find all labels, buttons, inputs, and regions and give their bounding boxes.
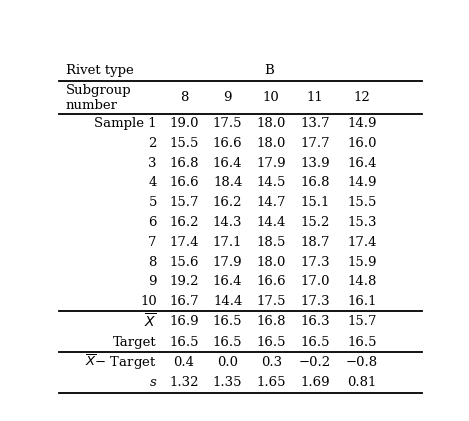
Text: 17.5: 17.5 [213, 117, 242, 130]
Text: 8: 8 [148, 256, 157, 269]
Text: 10: 10 [140, 295, 157, 308]
Text: 15.5: 15.5 [169, 137, 199, 150]
Text: 1.65: 1.65 [257, 376, 286, 389]
Text: 13.7: 13.7 [300, 117, 330, 130]
Text: 18.5: 18.5 [257, 236, 286, 249]
Text: 17.9: 17.9 [257, 157, 286, 170]
Text: 17.4: 17.4 [169, 236, 199, 249]
Text: 16.5: 16.5 [257, 336, 286, 349]
Text: 15.9: 15.9 [348, 256, 377, 269]
Text: 0.3: 0.3 [261, 356, 282, 369]
Text: Sample 1: Sample 1 [94, 117, 157, 130]
Text: 15.5: 15.5 [348, 196, 377, 209]
Text: 2: 2 [148, 137, 157, 150]
Text: 16.9: 16.9 [169, 315, 199, 328]
Text: 18.0: 18.0 [257, 117, 286, 130]
Text: 17.5: 17.5 [257, 295, 286, 308]
Text: 18.4: 18.4 [213, 176, 242, 189]
Text: 0.4: 0.4 [174, 356, 195, 369]
Text: $\overline{X}$− Target: $\overline{X}$− Target [85, 353, 157, 372]
Text: 16.5: 16.5 [213, 315, 242, 328]
Text: 0.0: 0.0 [217, 356, 238, 369]
Text: 3: 3 [148, 157, 157, 170]
Text: 18.0: 18.0 [257, 256, 286, 269]
Text: 16.2: 16.2 [169, 216, 199, 229]
Text: 16.6: 16.6 [257, 275, 286, 288]
Text: 14.8: 14.8 [348, 275, 377, 288]
Text: 18.0: 18.0 [257, 137, 286, 150]
Text: 15.1: 15.1 [300, 196, 330, 209]
Text: 14.5: 14.5 [257, 176, 286, 189]
Text: Target: Target [113, 336, 157, 349]
Text: 17.3: 17.3 [300, 295, 330, 308]
Text: 9: 9 [223, 91, 232, 104]
Text: 16.2: 16.2 [213, 196, 242, 209]
Text: 16.5: 16.5 [213, 336, 242, 349]
Text: 16.8: 16.8 [257, 315, 286, 328]
Text: 16.5: 16.5 [169, 336, 199, 349]
Text: 17.0: 17.0 [300, 275, 330, 288]
Text: 17.1: 17.1 [213, 236, 242, 249]
Text: 8: 8 [180, 91, 188, 104]
Text: 14.4: 14.4 [213, 295, 242, 308]
Text: 19.0: 19.0 [169, 117, 199, 130]
Text: 0.81: 0.81 [348, 376, 377, 389]
Text: 15.6: 15.6 [169, 256, 199, 269]
Text: s: s [150, 376, 157, 389]
Text: 14.4: 14.4 [257, 216, 286, 229]
Text: 19.2: 19.2 [169, 275, 199, 288]
Text: −0.2: −0.2 [299, 356, 331, 369]
Text: 16.7: 16.7 [169, 295, 199, 308]
Text: 18.7: 18.7 [300, 236, 330, 249]
Text: 16.5: 16.5 [348, 336, 377, 349]
Text: 10: 10 [263, 91, 280, 104]
Text: 14.3: 14.3 [213, 216, 242, 229]
Text: 17.3: 17.3 [300, 256, 330, 269]
Text: Subgroup
number: Subgroup number [66, 83, 131, 112]
Text: 13.9: 13.9 [300, 157, 330, 170]
Text: 16.6: 16.6 [169, 176, 199, 189]
Text: 9: 9 [148, 275, 157, 288]
Text: 1.32: 1.32 [169, 376, 199, 389]
Text: 1.69: 1.69 [300, 376, 330, 389]
Text: B: B [265, 64, 274, 77]
Text: 16.4: 16.4 [213, 275, 242, 288]
Text: 15.2: 15.2 [300, 216, 330, 229]
Text: 17.4: 17.4 [348, 236, 377, 249]
Text: 6: 6 [148, 216, 157, 229]
Text: 15.3: 15.3 [348, 216, 377, 229]
Text: Rivet type: Rivet type [66, 64, 134, 77]
Text: 7: 7 [148, 236, 157, 249]
Text: 14.7: 14.7 [257, 196, 286, 209]
Text: 15.7: 15.7 [348, 315, 377, 328]
Text: 17.9: 17.9 [213, 256, 242, 269]
Text: 16.8: 16.8 [300, 176, 330, 189]
Text: 16.0: 16.0 [348, 137, 377, 150]
Text: 17.7: 17.7 [300, 137, 330, 150]
Text: 11: 11 [307, 91, 323, 104]
Text: 16.6: 16.6 [213, 137, 242, 150]
Text: 16.8: 16.8 [169, 157, 199, 170]
Text: 16.3: 16.3 [300, 315, 330, 328]
Text: −0.8: −0.8 [346, 356, 378, 369]
Text: 15.7: 15.7 [169, 196, 199, 209]
Text: 5: 5 [148, 196, 157, 209]
Text: 16.1: 16.1 [348, 295, 377, 308]
Text: 14.9: 14.9 [348, 117, 377, 130]
Text: 16.4: 16.4 [213, 157, 242, 170]
Text: 14.9: 14.9 [348, 176, 377, 189]
Text: 1.35: 1.35 [213, 376, 242, 389]
Text: $\overline{X}$: $\overline{X}$ [144, 312, 157, 331]
Text: 4: 4 [148, 176, 157, 189]
Text: 12: 12 [354, 91, 371, 104]
Text: 16.4: 16.4 [348, 157, 377, 170]
Text: 16.5: 16.5 [300, 336, 330, 349]
